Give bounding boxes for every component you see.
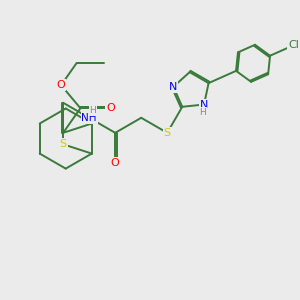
Text: NH: NH (81, 113, 97, 123)
Text: H: H (89, 106, 96, 115)
Text: Cl: Cl (288, 40, 299, 50)
Text: O: O (106, 103, 115, 113)
Text: N: N (200, 100, 208, 110)
Text: S: S (60, 139, 67, 149)
Text: O: O (111, 158, 120, 168)
Text: O: O (57, 80, 65, 90)
Text: N: N (169, 82, 178, 92)
Text: S: S (164, 128, 171, 138)
Text: H: H (199, 108, 206, 117)
